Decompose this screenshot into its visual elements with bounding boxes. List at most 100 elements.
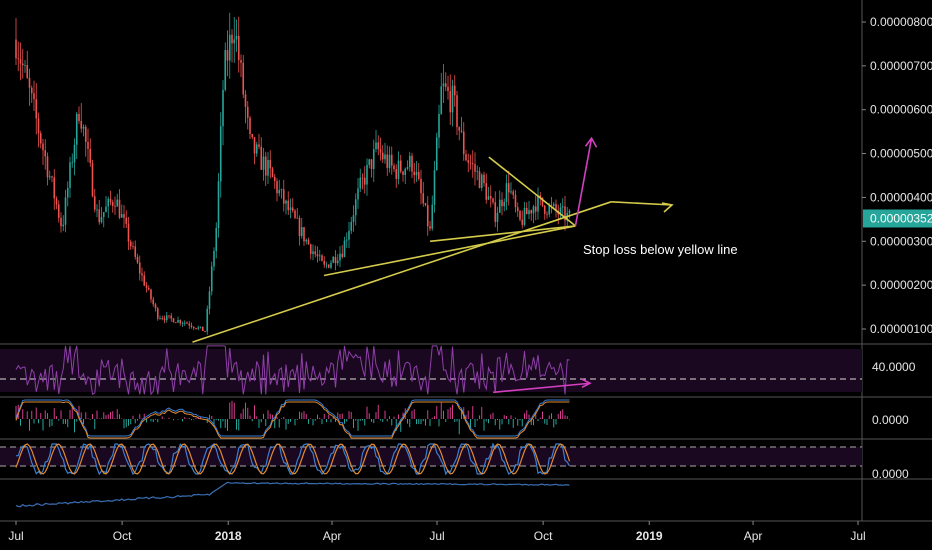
- candle-body: [381, 152, 384, 160]
- candle-body: [404, 168, 407, 175]
- candle-body: [494, 202, 497, 222]
- candle-body: [415, 171, 418, 176]
- candle-body: [474, 164, 476, 172]
- candle-body: [424, 203, 427, 206]
- candle-body: [93, 196, 96, 210]
- candle-body: [370, 159, 373, 169]
- candle-body: [84, 126, 87, 142]
- candle-body: [138, 262, 141, 274]
- candle-body: [543, 205, 546, 214]
- candle-body: [307, 239, 310, 245]
- candle-body: [179, 320, 182, 324]
- candle-body: [323, 260, 326, 265]
- candle-body: [118, 199, 121, 218]
- candle-body: [447, 86, 449, 92]
- candle-body: [316, 254, 319, 257]
- candle-body: [287, 200, 290, 211]
- price-axis: 0.00000800 0.00000700 0.00000600 0.00000500…: [862, 15, 932, 336]
- candle-body: [226, 50, 229, 61]
- macd-tick-label: 0.0000: [872, 413, 909, 427]
- candle-body: [300, 227, 303, 236]
- candle-body: [154, 304, 157, 309]
- candle-body: [28, 77, 31, 88]
- obv-pane: [15, 481, 570, 508]
- candle-body: [255, 144, 258, 154]
- candle-body: [359, 177, 362, 189]
- rsi-tick-label: 40.0000: [872, 360, 916, 374]
- candle-body: [125, 217, 128, 224]
- candle-body: [251, 134, 254, 138]
- candle-body: [361, 177, 364, 179]
- candle-body: [111, 202, 114, 206]
- candle-body: [442, 83, 445, 87]
- candle-body: [55, 198, 58, 205]
- candle-body: [507, 183, 510, 193]
- candle-body: [537, 195, 539, 212]
- candle-body: [141, 273, 143, 276]
- candle-body: [393, 165, 395, 170]
- candle-body: [312, 251, 314, 254]
- candle-body: [132, 246, 134, 248]
- candle-body: [80, 120, 83, 129]
- candle-body: [161, 318, 164, 320]
- candle-body: [102, 212, 105, 218]
- candle-body: [96, 209, 98, 211]
- candle-body: [215, 227, 218, 251]
- candle-body: [548, 205, 551, 215]
- candle-body: [181, 323, 184, 324]
- candle-body: [35, 99, 38, 119]
- candle-body: [505, 183, 508, 202]
- candle-body: [498, 199, 501, 213]
- time-tick-label: Apr: [323, 529, 342, 543]
- candle-body: [318, 255, 321, 257]
- candle-body: [372, 149, 375, 169]
- candle-body: [159, 318, 161, 320]
- candle-body: [476, 171, 479, 172]
- candle-body: [19, 59, 22, 64]
- candle-body: [127, 223, 130, 242]
- candle-body: [458, 127, 461, 131]
- candle-body: [30, 87, 33, 94]
- candle-body: [296, 217, 299, 219]
- candle-body: [546, 213, 548, 215]
- candle-body: [298, 217, 301, 236]
- candle-body: [532, 206, 535, 214]
- candle-body: [519, 211, 521, 220]
- candle-body: [282, 189, 285, 204]
- candle-body: [462, 131, 465, 155]
- macd-signal-line: [15, 401, 570, 439]
- candle-body: [253, 137, 256, 154]
- candle-body: [222, 89, 224, 127]
- candle-body: [17, 58, 20, 60]
- candle-body: [107, 198, 110, 207]
- candle-body: [46, 156, 49, 178]
- candle-body: [411, 155, 413, 172]
- candle-body: [208, 291, 211, 309]
- candle-body: [192, 326, 195, 329]
- candle-body: [343, 240, 346, 257]
- candle-body: [503, 201, 506, 207]
- candle-body: [210, 266, 213, 292]
- price-tick-label: 0.00000700: [870, 59, 932, 73]
- candle-body: [516, 207, 519, 212]
- candle-body: [136, 256, 139, 263]
- candle-body: [262, 156, 265, 170]
- candle-body: [485, 183, 488, 200]
- candle-body: [145, 285, 148, 288]
- rsi-series: [15, 345, 570, 396]
- candle-body: [314, 251, 317, 255]
- candle-body: [469, 162, 472, 164]
- candle-body: [75, 113, 78, 145]
- candle-body: [224, 50, 227, 90]
- candle-body: [555, 204, 557, 211]
- candle-body: [541, 197, 544, 206]
- price-tick-label: 0.00000100: [870, 322, 932, 336]
- rsi-divergence-head: [581, 378, 592, 388]
- obv-line: [15, 481, 570, 508]
- candle-body: [123, 214, 125, 218]
- candle-body: [352, 215, 355, 222]
- candle-body: [440, 86, 443, 114]
- candle-body: [219, 126, 222, 182]
- candle-body: [228, 34, 231, 61]
- candle-body: [71, 162, 74, 164]
